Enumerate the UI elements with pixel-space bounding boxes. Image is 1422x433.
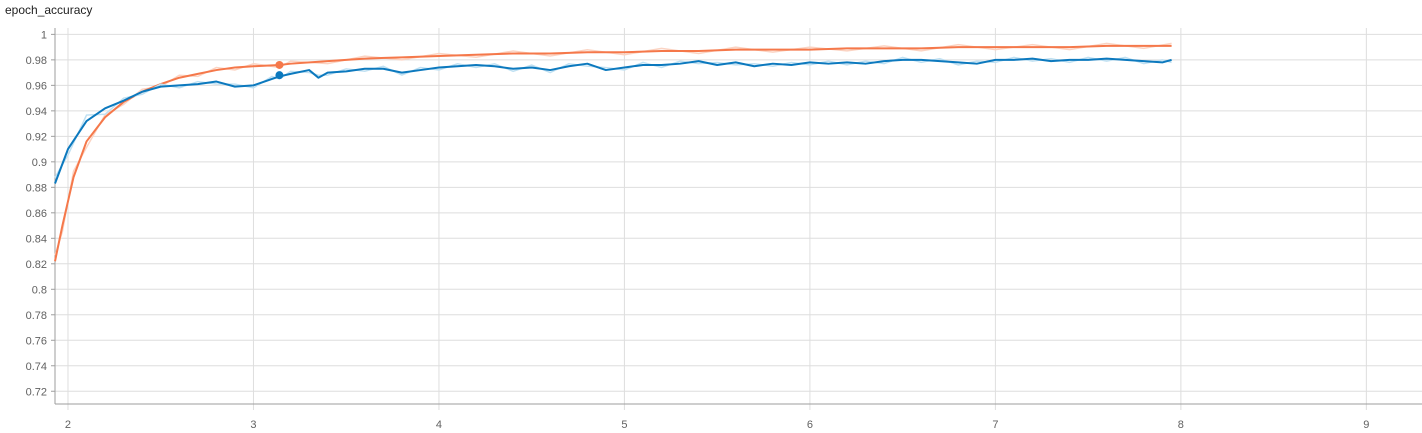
x-tick-label: 6	[807, 419, 813, 431]
x-tick-label: 4	[436, 419, 442, 431]
chart-title: epoch_accuracy	[5, 3, 93, 17]
y-tick-label: 0.82	[26, 259, 47, 271]
y-tick-label: 0.76	[26, 335, 47, 347]
x-tick-label: 3	[250, 419, 256, 431]
y-tick-label: 0.86	[26, 208, 47, 220]
x-tick-label: 9	[1363, 419, 1369, 431]
series-layer	[54, 42, 1172, 262]
y-tick-label: 0.96	[26, 80, 47, 92]
x-tick-label: 7	[992, 419, 998, 431]
y-tick-label: 0.74	[26, 361, 47, 373]
y-tick-label: 0.84	[26, 233, 47, 245]
x-tick-label: 2	[65, 419, 71, 431]
tick-layer: 0.72 0.74 0.76 0.78 0.8 0.82 0.84 0.86 0.88 0.9 0.…	[26, 29, 1370, 431]
axis-layer	[51, 28, 1422, 405]
y-tick-label: 0.98	[26, 55, 47, 67]
series-1-raw-line	[54, 56, 1172, 178]
x-tick-label: 5	[621, 419, 627, 431]
y-tick-label: 1	[41, 29, 47, 41]
series-0-highlight-point[interactable]	[275, 60, 284, 69]
y-tick-label: 0.88	[26, 182, 47, 194]
x-tick-label: 8	[1178, 419, 1184, 431]
series-0-line[interactable]	[54, 44, 1172, 262]
y-tick-label: 0.92	[26, 131, 47, 143]
grid-layer	[55, 28, 1422, 410]
y-tick-label: 0.72	[26, 386, 47, 398]
series-1-line[interactable]	[54, 57, 1172, 184]
y-tick-label: 0.78	[26, 310, 47, 322]
series-1-highlight-point[interactable]	[275, 71, 284, 80]
y-tick-label: 0.8	[32, 284, 47, 296]
series-0-raw-line	[54, 42, 1172, 256]
y-tick-label: 0.94	[26, 106, 47, 118]
y-tick-label: 0.9	[32, 157, 47, 169]
